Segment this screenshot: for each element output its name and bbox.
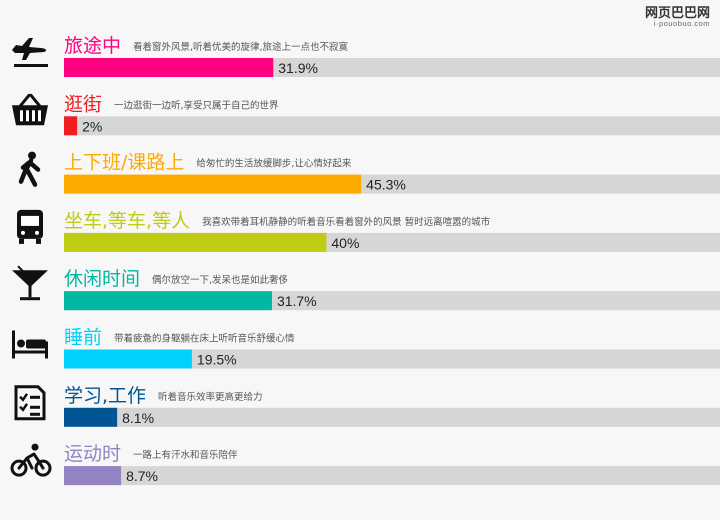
category-title: 休闲时间 bbox=[64, 268, 140, 290]
category-description: 一边逛街一边听,享受只属于自己的世界 bbox=[114, 99, 279, 111]
value-label: 31.9% bbox=[278, 60, 318, 76]
chart-row: 坐车,等车,等人 我喜欢带着耳机静静的听着音乐看着窗外的风景 暂时远离喧嚣的城市 4… bbox=[17, 209, 720, 252]
value-label: 45.3% bbox=[366, 177, 406, 193]
bar bbox=[64, 58, 274, 77]
chart-row: 旅途中 看着窗外风景,听着优美的旋律,旅途上一点也不寂寞 31.9% bbox=[12, 35, 720, 77]
category-title: 上下班/课路上 bbox=[64, 152, 184, 174]
chart-row: 睡前 带着疲惫的身躯躺在床上听听音乐舒缓心情 19.5% bbox=[12, 327, 720, 369]
category-title: 睡前 bbox=[64, 327, 102, 349]
watermark-title: 网页巴巴网 bbox=[644, 5, 710, 20]
bar-track bbox=[64, 407, 720, 427]
bar bbox=[64, 291, 272, 311]
airplane-icon bbox=[12, 38, 48, 67]
bar bbox=[64, 407, 118, 427]
checklist-icon bbox=[14, 385, 46, 421]
bar bbox=[64, 349, 192, 369]
bed-icon bbox=[12, 330, 48, 359]
chart-row: 学习,工作 听着音乐效率更高更给力 8.1% bbox=[14, 385, 720, 427]
watermark-url: i·pouobuo.com bbox=[653, 18, 710, 28]
bar bbox=[64, 466, 122, 486]
category-description: 给匆忙的生活放缓脚步,让心情好起来 bbox=[196, 158, 352, 170]
value-label: 40% bbox=[331, 235, 359, 251]
bar-track bbox=[64, 466, 720, 486]
bar bbox=[64, 174, 362, 194]
chart-row: 运动时 一路上有汗水和音乐陪伴 8.7% bbox=[10, 442, 720, 486]
category-description: 一路上有汗水和音乐陪伴 bbox=[133, 449, 238, 461]
category-description: 我喜欢带着耳机静静的听着音乐看着窗外的风景 暂时远离喧嚣的城市 bbox=[202, 216, 491, 228]
chart-row: 上下班/课路上 给匆忙的生活放缓脚步,让心情好起来 45.3% bbox=[21, 152, 720, 194]
bar-track bbox=[64, 116, 720, 136]
chart-row: 逛街 一边逛街一边听,享受只属于自己的世界 2% bbox=[10, 93, 720, 136]
category-description: 带着疲惫的身躯躺在床上听听音乐舒缓心情 bbox=[114, 333, 295, 345]
walking-person-icon bbox=[21, 152, 38, 185]
shopping-basket-icon bbox=[10, 93, 50, 127]
bar bbox=[64, 232, 327, 252]
value-label: 31.7% bbox=[277, 293, 317, 309]
site-watermark: 网页巴巴网 i·pouobuo.com bbox=[645, 6, 710, 28]
bus-icon bbox=[17, 209, 43, 244]
cyclist-icon bbox=[10, 442, 52, 477]
category-title: 运动时 bbox=[64, 443, 121, 465]
value-label: 8.1% bbox=[122, 410, 154, 426]
value-label: 8.7% bbox=[126, 468, 158, 484]
chart-row: 休闲时间 偶尔放空一下,发呆也是如此奢侈 31.7% bbox=[11, 265, 720, 311]
value-label: 19.5% bbox=[197, 352, 237, 368]
cocktail-glass-icon bbox=[11, 265, 49, 302]
category-title: 坐车,等车,等人 bbox=[64, 210, 190, 232]
bar-track bbox=[64, 349, 720, 369]
category-description: 听着音乐效率更高更给力 bbox=[158, 391, 263, 403]
category-title: 逛街 bbox=[64, 93, 102, 115]
category-description: 看着窗外风景,听着优美的旋律,旅途上一点也不寂寞 bbox=[133, 41, 349, 53]
bar bbox=[64, 116, 78, 136]
category-title: 学习,工作 bbox=[64, 385, 146, 407]
category-title: 旅途中 bbox=[64, 35, 121, 57]
category-description: 偶尔放空一下,发呆也是如此奢侈 bbox=[152, 274, 288, 286]
value-label: 2% bbox=[82, 118, 102, 134]
